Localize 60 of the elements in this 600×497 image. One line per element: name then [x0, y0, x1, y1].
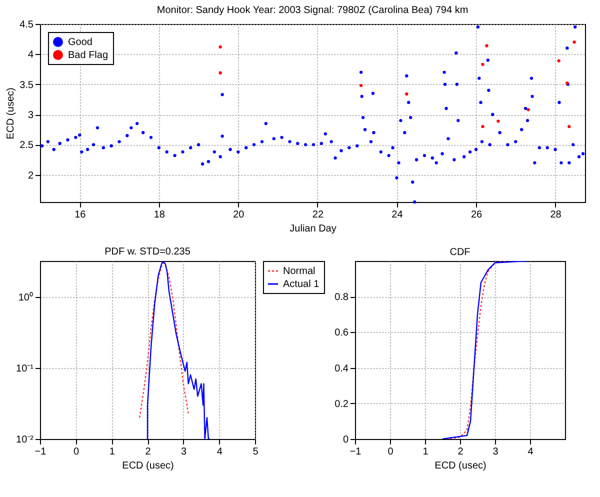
y-tick-label: 3.5	[20, 80, 34, 91]
y-tick-label: 0.8	[334, 292, 349, 304]
x-axis-title: ECD (usec)	[434, 460, 486, 472]
x-tick-label: 2	[145, 446, 152, 458]
x-tick-label: 24	[392, 210, 404, 220]
chart-title: CDF	[450, 247, 470, 258]
x-tick-label: −1	[34, 446, 47, 458]
x-tick-label: 18	[154, 210, 166, 220]
y-axis-title: ECD (usec)	[6, 88, 17, 140]
x-tick-label: 1	[109, 446, 116, 458]
y-tick-label: 4.5	[20, 20, 34, 30]
x-tick-label: 3	[492, 446, 499, 458]
y-tick-label: 0.6	[334, 328, 349, 339]
x-tick-label: 0	[388, 446, 394, 458]
x-tick-label: 0	[74, 446, 80, 458]
x-axis-title: ECD (usec)	[122, 460, 174, 472]
x-tick-label: 4	[216, 446, 223, 458]
y-tick-label: 10⁰	[18, 291, 34, 304]
x-tick-label: 16	[74, 210, 86, 220]
point	[485, 44, 488, 48]
x-tick-label: 26	[470, 210, 482, 220]
y-tick-label: 10⁻¹	[16, 363, 34, 374]
point	[496, 120, 500, 123]
y-tick-label: 0	[342, 434, 349, 446]
point	[557, 59, 560, 62]
y-tick-label: 4	[28, 50, 34, 61]
x-tick-label: 2	[458, 446, 464, 458]
y-tick-label: 0.4	[334, 363, 349, 374]
legend-label: Actual 1	[283, 279, 320, 290]
x-axis-title: Julian Day	[290, 224, 336, 234]
x-tick-label: 28	[550, 210, 562, 220]
x-tick-label: 4	[528, 446, 534, 458]
point	[572, 40, 576, 44]
x-tick-label: −1	[350, 446, 362, 458]
chart-title: Monitor: Sandy Hook Year: 2003 Signal: 7980Z (Carolina Bea) 794 km	[156, 5, 468, 16]
point	[526, 108, 530, 112]
point	[218, 71, 222, 74]
legend-label: Bad Flag	[68, 50, 108, 61]
y-tick-label: 10⁻²	[16, 434, 34, 446]
y-tick-label: 0.2	[334, 398, 349, 410]
point	[359, 84, 363, 88]
line-series	[146, 261, 210, 439]
point	[568, 125, 571, 128]
legend-label: Good	[68, 37, 92, 48]
y-tick-label: 2	[28, 170, 34, 182]
line-series	[139, 262, 189, 418]
x-tick-label: 1	[422, 446, 429, 458]
point	[218, 45, 222, 49]
chart-title: PDF w. STD=0.235	[104, 246, 191, 258]
x-tick-label: 5	[252, 446, 259, 458]
point	[405, 92, 408, 96]
y-tick-label: 2.5	[20, 140, 34, 152]
point	[481, 125, 484, 128]
x-tick-label: 3	[181, 446, 188, 458]
point	[481, 62, 484, 66]
y-tick-label: 3	[28, 110, 34, 122]
legend-label: Normal	[283, 266, 316, 277]
line-series	[442, 261, 528, 439]
x-tick-label: 22	[312, 210, 324, 220]
x-tick-label: 20	[233, 210, 245, 220]
